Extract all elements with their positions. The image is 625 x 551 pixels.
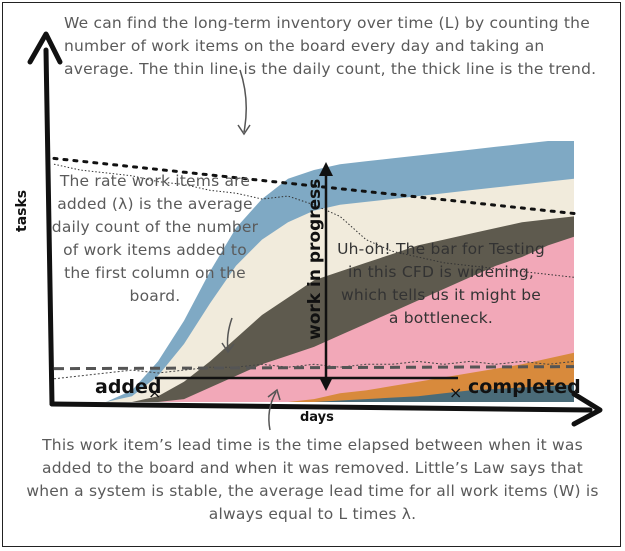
y-axis bbox=[43, 47, 55, 407]
completed-x-marker: × bbox=[449, 383, 462, 402]
pointer-top-head bbox=[237, 124, 251, 136]
cfd-band-1 bbox=[54, 352, 574, 402]
completed-label: completed bbox=[468, 376, 581, 398]
cfd-areas bbox=[54, 141, 574, 402]
added-label: added bbox=[95, 376, 162, 398]
annotation-bottleneck: Uh-oh! The bar for Testing in this CFD i… bbox=[337, 240, 545, 327]
pointer-left bbox=[226, 317, 233, 351]
annotation-lead-time: This work item’s lead time is the time e… bbox=[26, 436, 599, 523]
wip-arrow-bottom bbox=[319, 377, 333, 391]
pointer-top bbox=[239, 69, 247, 133]
pointer-bottom-head bbox=[267, 388, 281, 401]
x-axis-arrowhead bbox=[571, 391, 603, 427]
y-axis-label: tasks bbox=[14, 189, 30, 232]
daily-added-count-line bbox=[53, 360, 575, 380]
pointer-bottom bbox=[268, 391, 277, 431]
y-axis-arrowhead bbox=[27, 31, 63, 65]
cfd-band-0 bbox=[54, 384, 574, 402]
inventory-daily-count-line bbox=[53, 163, 575, 278]
pointer-left-head bbox=[221, 342, 235, 354]
x-axis-label: days bbox=[300, 410, 334, 425]
annotation-arrival-rate: The rate work items are added (λ) is the… bbox=[51, 172, 259, 305]
cfd-band-2 bbox=[54, 236, 574, 402]
annotation-long-term-inventory: We can find the long-term inventory over… bbox=[64, 14, 597, 78]
added-x-marker: × bbox=[148, 383, 161, 402]
chart-lines bbox=[52, 156, 576, 380]
wip-label: work in progress bbox=[305, 178, 325, 340]
x-axis bbox=[49, 401, 593, 413]
wip-arrow-top bbox=[319, 162, 333, 176]
average-arrival-rate-line bbox=[53, 365, 575, 371]
inventory-trend-line bbox=[52, 156, 576, 215]
